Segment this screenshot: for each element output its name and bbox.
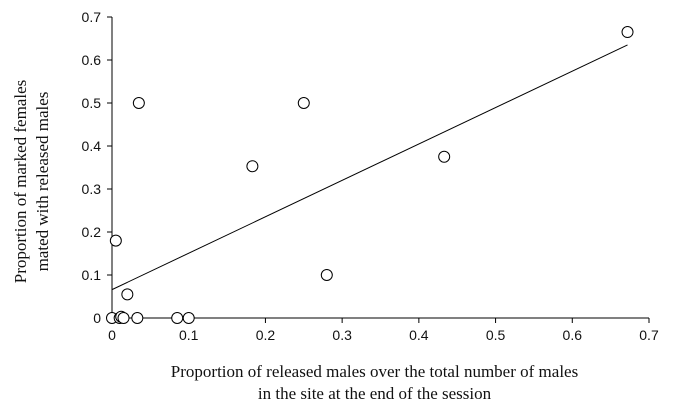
- x-tick-label: 0.5: [486, 327, 506, 343]
- x-tick-label: 0.7: [639, 327, 659, 343]
- x-tick-label: 0.4: [409, 327, 429, 343]
- y-tick-label: 0.5: [82, 95, 102, 111]
- data-point: [121, 288, 134, 301]
- x-axis-title-line: Proportion of released males over the to…: [171, 362, 578, 381]
- data-point: [621, 26, 634, 39]
- x-tick-label: 0.3: [332, 327, 352, 343]
- data-point: [246, 160, 259, 173]
- data-point: [182, 312, 195, 324]
- x-tick-label: 0: [108, 327, 116, 343]
- y-tick-label: 0: [93, 310, 101, 326]
- y-tick-label: 0.4: [82, 138, 102, 154]
- data-point: [131, 312, 144, 324]
- y-tick-label: 0.7: [82, 9, 102, 25]
- x-tick-label: 0.6: [563, 327, 583, 343]
- y-ticks: 0 0.1 0.2 0.3 0.4 0.5 0.6 0.7: [82, 9, 112, 326]
- y-axis-title-line: Proportion of marked females: [11, 80, 30, 283]
- x-tick-label: 0.1: [179, 327, 199, 343]
- y-tick-label: 0.1: [82, 267, 102, 283]
- y-tick-label: 0.2: [82, 224, 102, 240]
- x-axis-title-line: in the site at the end of the session: [258, 384, 492, 403]
- data-point: [132, 97, 145, 109]
- data-point: [320, 269, 333, 281]
- axes: [111, 17, 649, 319]
- data-point: [297, 97, 310, 109]
- data-point: [109, 234, 122, 247]
- x-ticks: 0 0.1 0.2 0.3 0.4 0.5 0.6 0.7: [108, 318, 659, 343]
- data-point: [171, 312, 184, 324]
- data-point: [117, 312, 130, 324]
- trendline: [111, 44, 628, 291]
- trendline-group: [111, 44, 628, 291]
- x-tick-label: 0.2: [256, 327, 276, 343]
- y-tick-label: 0.3: [82, 181, 102, 197]
- data-point: [438, 150, 451, 163]
- y-axis-title-line: mated with released males: [33, 92, 52, 272]
- points-group: [106, 26, 634, 324]
- y-tick-label: 0.6: [82, 52, 102, 68]
- axis-titles: Proportion of released males over the to…: [11, 80, 578, 403]
